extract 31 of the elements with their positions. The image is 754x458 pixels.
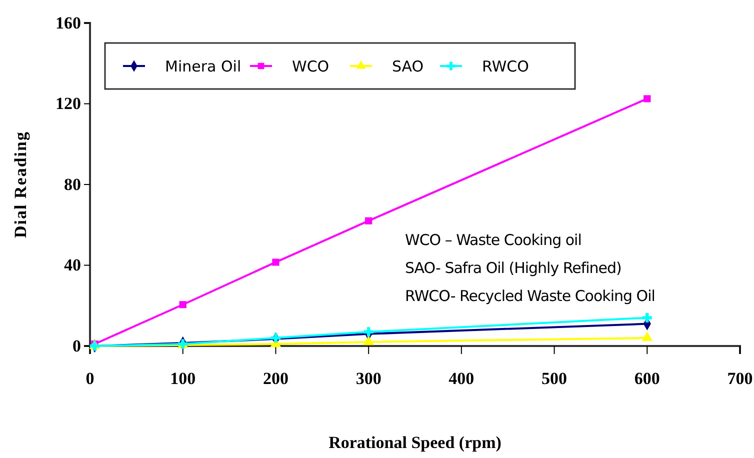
legend-label: Minera Oil: [165, 57, 242, 76]
point: [365, 217, 372, 224]
legend-label: RWCO: [482, 57, 529, 76]
x-tick-label: 200: [262, 369, 288, 388]
annotation: RWCO- Recycled Waste Cooking Oil: [405, 287, 655, 305]
annotation: SAO- Safra Oil (Highly Refined): [405, 259, 622, 277]
point: [364, 327, 374, 337]
y-axis-title: Dial Reading: [11, 131, 30, 238]
legend-label: WCO: [292, 57, 330, 76]
legend-label: SAO: [392, 57, 424, 76]
point: [272, 258, 280, 266]
x-tick-label: 100: [170, 369, 196, 388]
point: [642, 332, 653, 342]
y-tick-label: 0: [72, 336, 81, 356]
point: [642, 312, 652, 322]
y-tick-label: 80: [64, 174, 81, 194]
y-tick-label: 40: [64, 256, 81, 275]
x-tick-label: 700: [727, 369, 753, 388]
annotation: WCO – Waste Cooking oil: [405, 231, 582, 249]
point: [644, 95, 651, 102]
y-tick-label: 120: [56, 94, 81, 114]
point: [363, 336, 374, 346]
point: [179, 301, 186, 308]
x-tick-label: 300: [356, 369, 382, 388]
y-tick-label: 160: [56, 13, 81, 32]
x-tick-label: 400: [448, 369, 474, 388]
x-tick-label: 0: [86, 369, 94, 388]
x-tick-label: 500: [542, 369, 568, 388]
x-tick-label: 600: [634, 369, 660, 388]
point: [270, 333, 280, 343]
x-axis-title: Rorational Speed (rpm): [328, 433, 502, 452]
